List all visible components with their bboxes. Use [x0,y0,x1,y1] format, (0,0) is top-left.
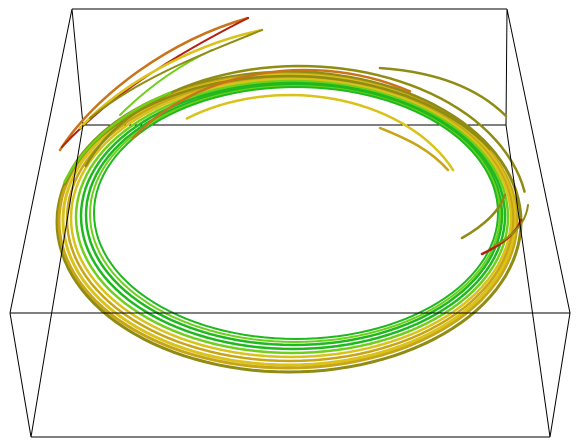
streamline-tail-5 [89,29,263,119]
streamline-tail-7 [378,66,508,118]
bounding-box-back [71,8,508,126]
box-edge-right-top-diagonal [506,8,571,314]
streamline-strand-12 [84,64,526,193]
box-edge-front-left [9,312,32,438]
streamline-strand-14 [131,68,412,140]
streamline-tail-1 [58,16,250,152]
streamline-strand-5 [69,77,513,359]
bounding-box-front [9,8,571,438]
box-edge-back-bottom-to-front-right [505,124,551,438]
box-edge-back-right [505,8,508,126]
streamline-strand-10 [93,86,499,340]
streamline-strand-15 [63,91,172,184]
streamline-strand-6 [74,79,510,355]
box-edge-back-left [71,8,84,126]
streamline-strands [55,16,529,374]
streamline-tail-6 [378,126,450,172]
streamline-tail-8 [460,193,507,240]
streamline-strand-7 [79,81,507,351]
box-edge-left-top-diagonal [9,8,73,314]
box-edge-back-bottom-to-front-left [30,124,84,438]
streamline-strand-1 [55,70,523,374]
streamline-strand-13 [185,93,455,172]
box-edge-front-right [549,312,571,438]
streamline-tail-10 [494,204,529,246]
